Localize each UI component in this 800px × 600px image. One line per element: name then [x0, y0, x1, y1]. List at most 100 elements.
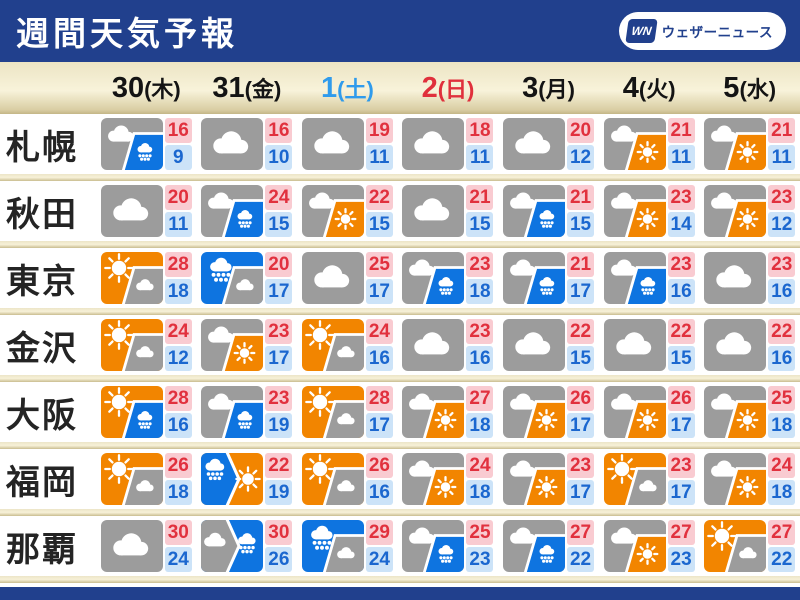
- low-temp: 18: [466, 480, 494, 505]
- date-number: 4: [622, 71, 639, 104]
- high-temp: 22: [768, 319, 796, 344]
- weather-icon-sunny_then_cloudy: [100, 252, 163, 304]
- low-temp: 11: [667, 145, 695, 170]
- high-temp: 23: [265, 319, 293, 344]
- city-name: 金沢: [6, 329, 78, 368]
- temperature-column: 21 17: [567, 252, 595, 304]
- low-temp: 26: [265, 547, 293, 572]
- row-separator: [0, 308, 800, 315]
- forecast-table: 札幌 16 9 16 10 19 11 18 11 20 12 21 11 21 11 秋田 20 11 24 15 2…: [0, 114, 800, 583]
- date-weekday: (金): [244, 76, 282, 102]
- weather-icon-cloudy: [603, 319, 666, 371]
- date-weekday: (火): [638, 76, 676, 102]
- temperature-column: 19 11: [365, 118, 393, 170]
- date-weekday: (木): [144, 76, 181, 102]
- low-temp: 18: [466, 279, 494, 304]
- temperature-column: 21 11: [768, 118, 796, 170]
- weather-icon-sunny_then_rain: [100, 386, 163, 438]
- high-temp: 24: [768, 453, 796, 478]
- weather-icon-cloud_then_sunny: [402, 453, 465, 505]
- temperature-column: 25 23: [466, 520, 494, 572]
- low-temp: 15: [567, 212, 595, 237]
- temperature-column: 26 17: [667, 386, 695, 438]
- low-temp: 10: [265, 145, 293, 170]
- forecast-cell: 25 23: [402, 520, 494, 572]
- temperature-column: 29 24: [365, 520, 393, 572]
- forecast-cell: 26 17: [603, 386, 695, 438]
- weather-icon-cloud_then_sunny: [603, 520, 666, 572]
- city-name: 札幌: [6, 128, 78, 167]
- forecast-cell: 21 17: [503, 252, 595, 304]
- forecast-cell: 16 10: [201, 118, 293, 170]
- weather-icon-cloudy: [301, 118, 364, 170]
- high-temp: 27: [567, 520, 595, 545]
- temperature-column: 30 24: [164, 520, 192, 572]
- forecast-cell: 23 16: [704, 252, 796, 304]
- high-temp: 26: [164, 453, 192, 478]
- forecast-cell: 26 18: [100, 453, 192, 505]
- bottom-divider: [0, 583, 800, 587]
- city-row: 札幌 16 9 16 10 19 11 18 11 20 12 21 11 21 11: [0, 114, 800, 174]
- date-number: 2: [421, 71, 438, 104]
- high-temp: 26: [667, 386, 695, 411]
- low-temp: 19: [265, 413, 293, 438]
- forecast-cell: 27 22: [503, 520, 595, 572]
- row-separator: [0, 442, 800, 449]
- high-temp: 16: [265, 118, 293, 143]
- weather-icon-cloudy: [402, 319, 465, 371]
- high-temp: 20: [265, 252, 293, 277]
- city-row: 大阪 28 16 23 19 28 17 27 18 26 17 26 17 25 18: [0, 382, 800, 442]
- row-separator: [0, 509, 800, 516]
- weather-icon-cloudy: [402, 185, 465, 237]
- weather-icon-cloud_then_sunny: [503, 453, 566, 505]
- weathernews-logo-icon: WN: [624, 19, 658, 43]
- high-temp: 27: [466, 386, 494, 411]
- temperature-column: 23 16: [466, 319, 494, 371]
- low-temp: 15: [265, 212, 293, 237]
- weather-icon-cloud_then_sunny: [402, 386, 465, 438]
- temperature-column: 23 12: [768, 185, 796, 237]
- forecast-cell: 23 16: [603, 252, 695, 304]
- weathernews-logo: WN ウェザーニュース: [618, 12, 786, 50]
- weather-icon-cloud_then_rain: [603, 252, 666, 304]
- date-number: 30: [111, 71, 145, 104]
- weather-icon-sunny_then_cloudy: [301, 386, 364, 438]
- forecast-cell: 21 11: [603, 118, 695, 170]
- high-temp: 27: [667, 520, 695, 545]
- low-temp: 19: [265, 480, 293, 505]
- forecast-cell: 22 19: [201, 453, 293, 505]
- footer-bar: [0, 587, 800, 600]
- weather-icon-cloud_then_sunny: [704, 386, 767, 438]
- high-temp: 23: [265, 386, 293, 411]
- low-temp: 15: [466, 212, 494, 237]
- weather-icon-cloud_then_rain_arrow: [201, 520, 264, 572]
- high-temp: 28: [164, 386, 192, 411]
- forecast-cell: 23 18: [402, 252, 494, 304]
- temperature-column: 22 15: [567, 319, 595, 371]
- forecast-cell: 22 15: [603, 319, 695, 371]
- weather-icon-cloud_then_sunny: [503, 386, 566, 438]
- forecast-cell: 19 11: [301, 118, 393, 170]
- forecast-cell: 20 11: [100, 185, 192, 237]
- high-temp: 18: [466, 118, 494, 143]
- date-header: 30(木): [96, 72, 197, 105]
- weather-icon-sunny_then_cloudy: [704, 520, 767, 572]
- high-temp: 26: [567, 386, 595, 411]
- low-temp: 16: [164, 413, 192, 438]
- weather-icon-cloud_then_sunny: [603, 386, 666, 438]
- high-temp: 30: [164, 520, 192, 545]
- forecast-cell: 27 18: [402, 386, 494, 438]
- forecast-cell: 18 11: [402, 118, 494, 170]
- date-weekday: (日): [437, 76, 475, 102]
- temperature-column: 20 17: [265, 252, 293, 304]
- weather-icon-cloudy: [704, 319, 767, 371]
- temperature-column: 24 18: [466, 453, 494, 505]
- city-row: 東京 28 18 20 17 25 17 23 18 21 17 23 16 23 16: [0, 248, 800, 308]
- temperature-column: 30 26: [265, 520, 293, 572]
- high-temp: 28: [164, 252, 192, 277]
- low-temp: 16: [768, 279, 796, 304]
- date-weekday: (水): [739, 76, 777, 102]
- high-temp: 21: [667, 118, 695, 143]
- weather-icon-cloud_then_sunny: [201, 319, 264, 371]
- weather-icon-cloudy: [301, 252, 364, 304]
